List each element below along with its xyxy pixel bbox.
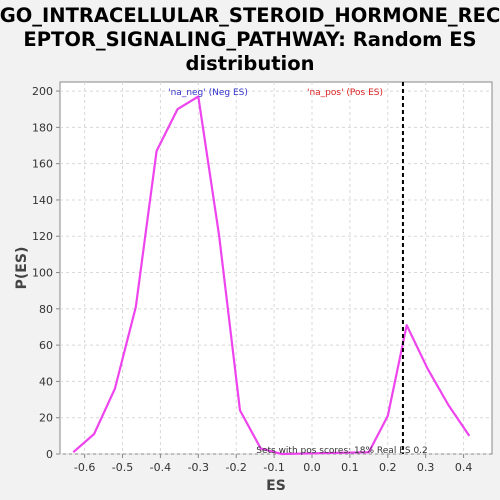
y-tick-label: 60 [39, 339, 53, 352]
chart-title-line-3: distribution [186, 52, 315, 75]
series-layer [72, 95, 471, 456]
x-tick-label: 0.3 [417, 461, 435, 474]
y-tick-label: 180 [32, 121, 53, 134]
x-tick-label: 0.1 [341, 461, 359, 474]
pos-scores-text: Sets with pos scores: 18% Real ES 0.2 [256, 446, 428, 456]
chart-title-line-1: GO_INTRACELLULAR_STEROID_HORMONE_REC [0, 4, 500, 27]
y-tick-label: 120 [32, 230, 53, 243]
x-tick-label: -0.2 [225, 461, 246, 474]
x-tick-label: -0.5 [112, 461, 133, 474]
y-tick-label: 160 [32, 158, 53, 171]
y-tick-label: 200 [32, 85, 53, 98]
x-tick-label: 0.4 [455, 461, 473, 474]
grid [60, 82, 492, 455]
chart-title-line-2: EPTOR_SIGNALING_PATHWAY: Random ES [23, 28, 476, 51]
y-tick-label: 100 [32, 267, 53, 280]
plot-area [59, 81, 493, 455]
x-axis-label: ES [266, 478, 286, 494]
y-tick-label: 40 [39, 375, 53, 388]
x-tick-label: 0.0 [303, 461, 321, 474]
x-tick-label: 0.2 [379, 461, 397, 474]
x-tick-label: -0.3 [188, 461, 209, 474]
neg-es-label: 'na_neg' (Neg ES) [168, 88, 248, 98]
y-tick-label: 0 [46, 448, 53, 461]
pos-es-label: 'na_pos' (Pos ES) [307, 88, 383, 98]
y-tick-label: 20 [39, 412, 53, 425]
es-distribution-line [72, 95, 471, 456]
axis-ticks: -0.6 -0.5 -0.4 -0.3 -0.2 -0.1 0.0 0.1 0.2 0.3 0.4 0… [32, 85, 472, 474]
y-tick-label: 140 [32, 194, 53, 207]
y-tick-label: 80 [39, 303, 53, 316]
x-tick-label: -0.4 [150, 461, 171, 474]
y-axis-label: P(ES) [14, 247, 30, 290]
x-tick-label: -0.1 [263, 461, 284, 474]
x-tick-label: -0.6 [74, 461, 95, 474]
